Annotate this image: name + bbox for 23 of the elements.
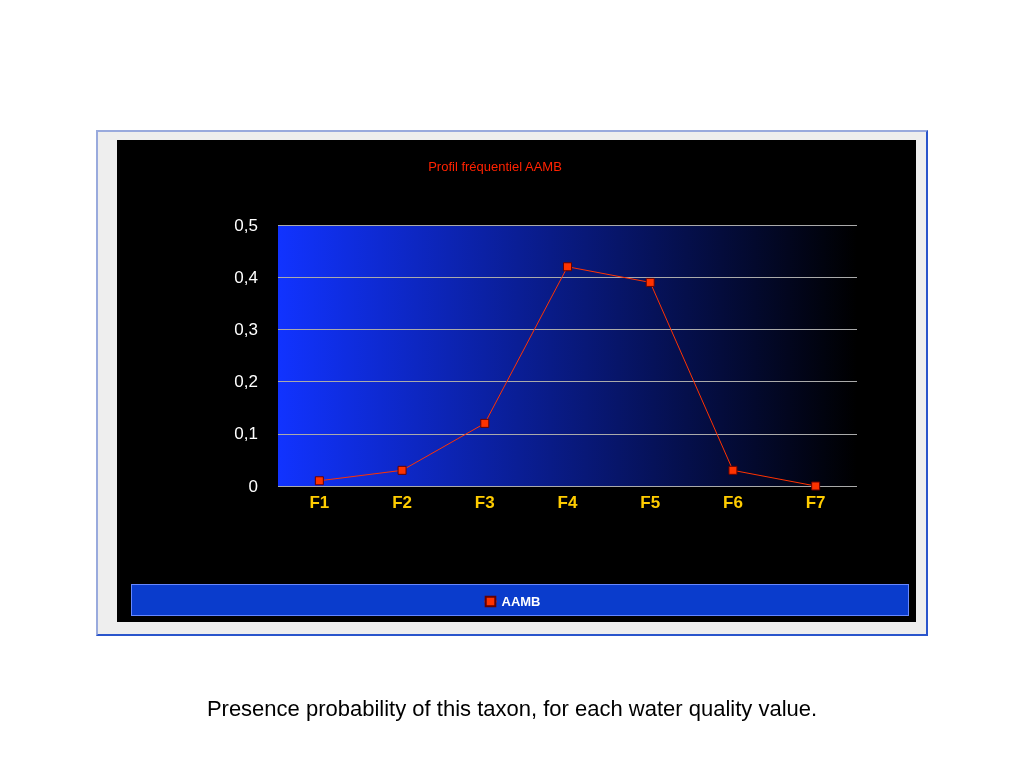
point bbox=[645, 277, 655, 287]
point bbox=[314, 476, 324, 486]
y-tick-label: 0,5 bbox=[234, 215, 258, 235]
chart-title: Profil fréquentiel AAMB bbox=[428, 159, 562, 174]
x-tick-label: F1 bbox=[309, 493, 330, 512]
legend-label: AAMB bbox=[501, 594, 541, 609]
point bbox=[728, 465, 738, 475]
x-tick-label: F7 bbox=[805, 493, 826, 512]
x-tick-label: F6 bbox=[723, 493, 743, 512]
x-tick-label: F5 bbox=[640, 493, 661, 512]
point bbox=[563, 262, 572, 272]
y-tick-label: 0,3 bbox=[234, 319, 258, 339]
point bbox=[397, 465, 407, 475]
x-tick-label: F3 bbox=[474, 493, 495, 512]
y-tick-label: 0,1 bbox=[234, 424, 258, 444]
y-tick-label: 0,4 bbox=[234, 267, 258, 287]
text: Presence probability of this taxon, for each water quality value. bbox=[205, 696, 819, 722]
point bbox=[480, 418, 490, 428]
y-tick-label: 0 bbox=[248, 476, 258, 496]
x-tick-label: F2 bbox=[392, 493, 412, 512]
x-tick-label: F4 bbox=[557, 493, 578, 512]
y-tick-label: 0,2 bbox=[234, 372, 258, 392]
point bbox=[811, 481, 821, 491]
